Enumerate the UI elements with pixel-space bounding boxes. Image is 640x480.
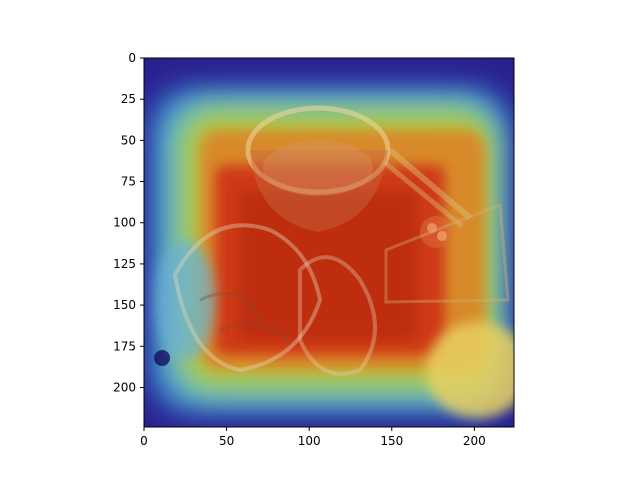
x-tick-label: 100 (298, 434, 321, 448)
y-tick-label: 200 (113, 380, 136, 394)
y-tick-label: 175 (113, 339, 136, 353)
x-tick-label: 50 (219, 434, 234, 448)
plot-frame (143, 57, 515, 428)
y-tick-label: 50 (121, 133, 136, 147)
y-tick-label: 100 (113, 216, 136, 230)
y-axis: 0 25 50 75 100 125 150 175 200 (113, 51, 144, 394)
y-tick-label: 75 (121, 175, 136, 189)
heatmap-image (144, 58, 514, 427)
x-tick-label: 200 (463, 434, 486, 448)
x-tick-label: 0 (140, 434, 148, 448)
x-axis: 0 50 100 150 200 (140, 427, 486, 448)
y-tick-label: 0 (128, 51, 136, 65)
y-tick-label: 150 (113, 298, 136, 312)
y-tick-label: 25 (121, 92, 136, 106)
x-tick-label: 150 (380, 434, 403, 448)
y-tick-label: 125 (113, 257, 136, 271)
